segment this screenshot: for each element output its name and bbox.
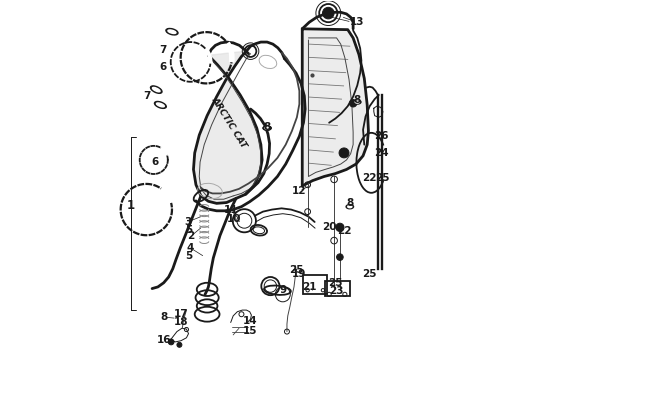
- Polygon shape: [302, 29, 369, 186]
- Text: 3: 3: [184, 217, 191, 227]
- Ellipse shape: [355, 101, 359, 103]
- Circle shape: [336, 223, 344, 232]
- Text: ARCTIC CAT: ARCTIC CAT: [210, 95, 248, 150]
- Ellipse shape: [166, 29, 178, 35]
- Text: 6: 6: [151, 157, 158, 167]
- Ellipse shape: [348, 206, 352, 208]
- Circle shape: [168, 339, 174, 345]
- Text: 19: 19: [292, 269, 307, 279]
- Text: 5: 5: [185, 251, 192, 261]
- Text: 25: 25: [289, 264, 304, 275]
- Ellipse shape: [265, 127, 269, 129]
- Text: 14: 14: [242, 316, 257, 326]
- Text: 16: 16: [157, 335, 171, 345]
- Text: 11: 11: [224, 205, 238, 215]
- Text: 20: 20: [322, 222, 337, 232]
- Text: 17: 17: [174, 309, 188, 319]
- Ellipse shape: [151, 86, 162, 93]
- Text: 4: 4: [187, 243, 194, 253]
- Text: 8: 8: [346, 198, 354, 208]
- Text: 25: 25: [375, 173, 389, 183]
- Polygon shape: [194, 51, 262, 203]
- Text: 8: 8: [263, 122, 270, 132]
- Circle shape: [177, 342, 182, 347]
- Ellipse shape: [263, 126, 271, 130]
- Text: 2: 2: [187, 232, 194, 242]
- Text: 7: 7: [144, 91, 151, 101]
- Text: 1: 1: [127, 199, 135, 212]
- Text: 23: 23: [330, 286, 344, 296]
- Circle shape: [322, 7, 334, 19]
- Text: 25: 25: [363, 269, 377, 279]
- Text: 7: 7: [159, 44, 166, 54]
- Text: 12: 12: [292, 186, 307, 196]
- Text: 26: 26: [374, 132, 389, 142]
- Text: 24: 24: [374, 148, 389, 158]
- Ellipse shape: [168, 30, 176, 34]
- Ellipse shape: [153, 88, 160, 92]
- Text: 9: 9: [280, 285, 287, 295]
- Text: 13: 13: [350, 17, 364, 27]
- Text: 18: 18: [174, 317, 188, 327]
- Circle shape: [337, 254, 343, 261]
- Ellipse shape: [155, 102, 166, 108]
- Text: 5: 5: [185, 225, 192, 235]
- Text: 21: 21: [302, 282, 317, 292]
- Text: 10: 10: [227, 214, 241, 224]
- Circle shape: [350, 100, 357, 107]
- Text: 22: 22: [337, 227, 352, 237]
- Text: 25: 25: [328, 278, 343, 288]
- Text: 22: 22: [363, 173, 377, 183]
- Circle shape: [339, 148, 349, 158]
- Text: 8: 8: [354, 95, 361, 105]
- Text: 15: 15: [242, 326, 257, 336]
- Text: 8: 8: [160, 312, 167, 322]
- Ellipse shape: [263, 126, 271, 130]
- Text: 6: 6: [159, 62, 166, 72]
- Ellipse shape: [157, 103, 164, 107]
- Ellipse shape: [346, 205, 354, 209]
- Ellipse shape: [354, 100, 361, 104]
